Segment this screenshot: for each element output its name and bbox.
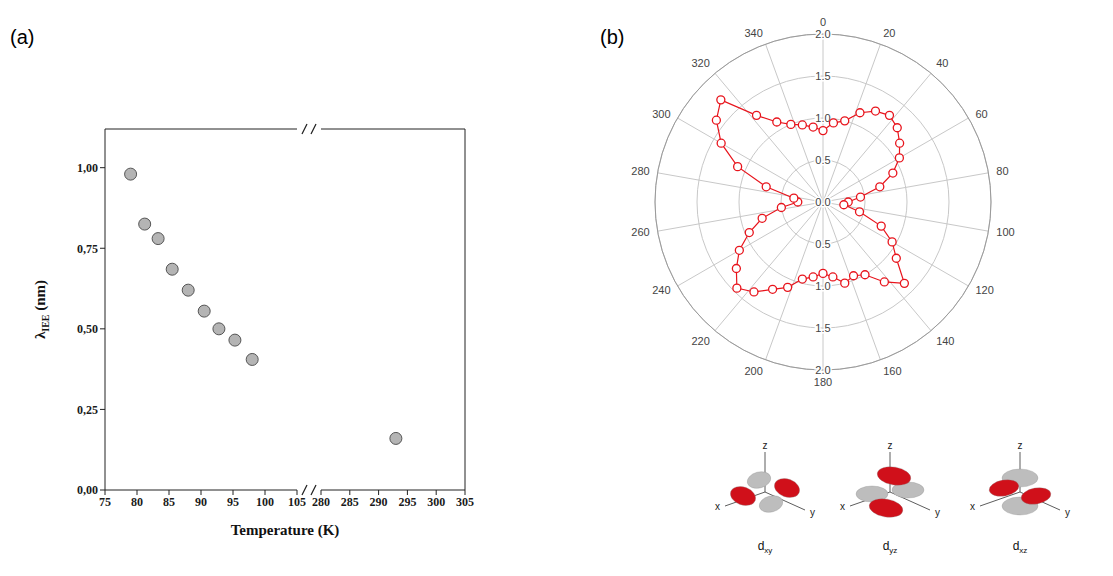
svg-text:140: 140: [936, 335, 954, 347]
svg-text:z: z: [1018, 440, 1023, 451]
svg-text:x: x: [840, 501, 845, 512]
svg-text:1,00: 1,00: [77, 161, 98, 175]
svg-text:0: 0: [820, 16, 826, 28]
html-text:(a): (a): [10, 26, 35, 48]
svg-text:2.0: 2.0: [815, 28, 830, 40]
svg-text:y: y: [810, 507, 815, 518]
svg-text:240: 240: [652, 284, 670, 296]
svg-text:280: 280: [312, 495, 330, 509]
svg-text:0.5: 0.5: [815, 154, 830, 166]
svg-text:0.0: 0.0: [815, 196, 830, 208]
svg-text:160: 160: [883, 365, 901, 377]
svg-text:1.0: 1.0: [815, 112, 830, 124]
svg-text:280: 280: [631, 165, 649, 177]
svg-text:340: 340: [744, 27, 762, 39]
svg-text:80: 80: [996, 165, 1008, 177]
svg-text:0,25: 0,25: [77, 403, 98, 417]
svg-text:60: 60: [975, 108, 987, 120]
svg-text:z: z: [888, 440, 893, 451]
svg-text:260: 260: [631, 226, 649, 238]
svg-text:1.5: 1.5: [815, 322, 830, 334]
svg-text:295: 295: [398, 495, 416, 509]
svg-text:20: 20: [883, 27, 895, 39]
svg-text:y: y: [1065, 507, 1070, 518]
svg-text:40: 40: [936, 57, 948, 69]
svg-text:y: y: [935, 507, 940, 518]
svg-text:0,50: 0,50: [77, 322, 98, 336]
svg-text:1.0: 1.0: [815, 280, 830, 292]
svg-text:0.5: 0.5: [815, 238, 830, 250]
svg-text:85: 85: [163, 495, 175, 509]
svg-text:95: 95: [227, 495, 239, 509]
svg-text:λIEE (nm): λIEE (nm): [32, 280, 51, 339]
svg-text:1.5: 1.5: [815, 70, 830, 82]
svg-text:x: x: [715, 501, 720, 512]
svg-text:dyz: dyz: [883, 539, 898, 555]
svg-text:285: 285: [341, 495, 359, 509]
svg-text:75: 75: [99, 495, 111, 509]
svg-text:90: 90: [195, 495, 207, 509]
svg-text:100: 100: [996, 226, 1014, 238]
svg-text:290: 290: [370, 495, 388, 509]
svg-text:300: 300: [427, 495, 445, 509]
svg-text:0,00: 0,00: [77, 483, 98, 497]
svg-text:100: 100: [256, 495, 274, 509]
svg-text:2.0: 2.0: [815, 364, 830, 376]
svg-text:Temperature (K): Temperature (K): [231, 522, 340, 539]
svg-text:180: 180: [814, 376, 832, 388]
svg-text:200: 200: [744, 365, 762, 377]
svg-text:320: 320: [692, 57, 710, 69]
svg-text:305: 305: [456, 495, 474, 509]
svg-text:80: 80: [131, 495, 143, 509]
svg-text:120: 120: [975, 284, 993, 296]
svg-text:dxz: dxz: [1013, 539, 1028, 555]
svg-text:105: 105: [288, 495, 306, 509]
svg-text:220: 220: [692, 335, 710, 347]
svg-text:0,75: 0,75: [77, 242, 98, 256]
svg-text:z: z: [763, 440, 768, 451]
svg-text:300: 300: [652, 108, 670, 120]
html-text:(b): (b): [600, 26, 625, 48]
svg-text:dxy: dxy: [758, 539, 773, 555]
svg-text:x: x: [970, 501, 975, 512]
